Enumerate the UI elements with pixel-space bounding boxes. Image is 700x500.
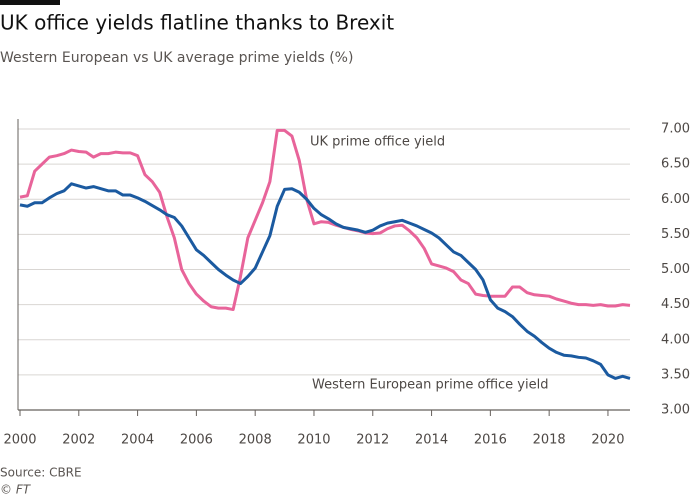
x-tick-label: 2014 xyxy=(415,433,448,448)
y-tick-label: 3.50 xyxy=(661,367,690,382)
x-tick-label: 2020 xyxy=(591,433,624,448)
series-label: UK prime office yield xyxy=(310,135,445,150)
y-tick-label: 6.00 xyxy=(661,192,690,207)
x-tick-label: 2012 xyxy=(356,433,389,448)
y-tick-label: 5.50 xyxy=(661,227,690,242)
x-tick-label: 2018 xyxy=(533,433,566,448)
brand-bar xyxy=(0,0,60,5)
y-tick-label: 4.00 xyxy=(661,332,690,347)
x-tick-label: 2002 xyxy=(62,433,95,448)
series-line xyxy=(19,182,631,380)
y-tick-label: 7.00 xyxy=(661,122,690,137)
y-tick-label: 5.00 xyxy=(661,262,690,277)
x-tick-label: 2006 xyxy=(180,433,213,448)
series-label: Western European prime office yield xyxy=(312,378,548,393)
y-tick-label: 3.00 xyxy=(661,403,690,418)
y-tick-label: 6.50 xyxy=(661,157,690,172)
y-tick-label: 4.50 xyxy=(661,297,690,312)
x-tick-label: 2008 xyxy=(239,433,272,448)
chart-subtitle: Western European vs UK average prime yie… xyxy=(0,50,353,66)
x-tick-label: 2000 xyxy=(3,433,36,448)
x-tick-label: 2004 xyxy=(121,433,154,448)
credit: © FT xyxy=(0,483,32,497)
chart-title: UK office yields flatline thanks to Brex… xyxy=(0,11,394,35)
x-tick-label: 2016 xyxy=(474,433,507,448)
source: Source: CBRE xyxy=(0,466,82,480)
x-tick-label: 2010 xyxy=(297,433,330,448)
series-line xyxy=(19,128,631,312)
